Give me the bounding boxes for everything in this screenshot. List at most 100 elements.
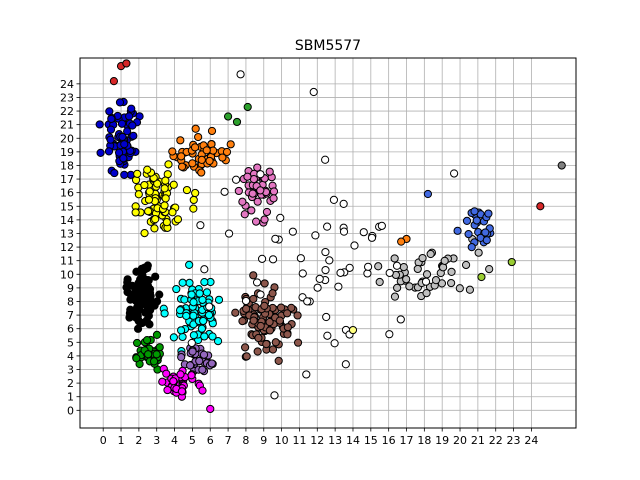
scatter-point: [120, 170, 129, 180]
scatter-point: [142, 316, 151, 325]
scatter-point: [123, 287, 132, 297]
scatter-point: [114, 148, 124, 157]
x-tick-label: 23: [507, 434, 521, 447]
scatter-point: [339, 227, 349, 236]
scatter-point: [247, 206, 256, 215]
scatter-point: [205, 302, 214, 311]
scatter-point: [134, 190, 143, 199]
scatter-point: [474, 248, 483, 257]
scatter-point: [241, 296, 251, 306]
scatter-point: [195, 289, 204, 298]
scatter-point: [152, 297, 162, 306]
scatter-point: [413, 264, 422, 274]
scatter-point: [268, 255, 278, 264]
scatter-point: [323, 331, 332, 340]
scatter-point: [283, 309, 292, 318]
y-tick-label: 4: [67, 350, 74, 363]
scatter-point: [145, 285, 155, 294]
scatter-point: [256, 290, 265, 299]
scatter-point: [151, 215, 160, 224]
scatter-point: [190, 143, 200, 152]
scatter-point: [191, 124, 200, 133]
scatter-point: [120, 140, 129, 149]
scatter-point: [185, 278, 194, 287]
scatter-point: [155, 290, 164, 299]
scatter-point: [421, 277, 431, 286]
scatter-point: [336, 268, 345, 277]
scatter-point: [232, 117, 242, 127]
scatter-point: [162, 218, 171, 227]
scatter-point: [226, 140, 235, 149]
scatter-point: [162, 369, 171, 378]
scatter-point: [470, 207, 479, 216]
scatter-point: [143, 336, 152, 345]
scatter-point: [200, 265, 209, 274]
x-tick-label: 4: [171, 434, 178, 447]
scatter-point: [214, 295, 224, 304]
scatter-point: [329, 195, 339, 204]
x-axis-ticks: 0 1 2 3 4 5 6 7 8 9 10 11 12 13 14 15 16 17 18 19 20 21 22 23 24: [100, 428, 538, 447]
scatter-point: [127, 104, 136, 113]
scatter-point: [204, 311, 214, 320]
scatter-point: [249, 316, 258, 325]
scatter-point: [462, 216, 472, 226]
plot-frame: [79, 57, 577, 429]
scatter-point: [187, 338, 196, 348]
scatter-point: [96, 148, 105, 157]
scatter-point: [132, 267, 141, 276]
scatter-point: [405, 282, 414, 291]
scatter-point: [176, 136, 185, 145]
y-tick-label: 6: [67, 323, 74, 336]
scatter-point: [397, 237, 406, 246]
y-tick-label: 7: [67, 309, 74, 322]
scatter-point: [234, 186, 243, 196]
scatter-point: [253, 347, 262, 356]
scatter-point: [140, 297, 150, 306]
scatter-point: [240, 210, 249, 219]
scatter-point: [422, 270, 432, 279]
x-tick-label: 1: [118, 434, 125, 447]
scatter-point: [309, 87, 318, 97]
scatter-point: [447, 267, 456, 276]
scatter-point: [195, 356, 204, 366]
scatter-point: [363, 262, 373, 271]
scatter-point: [341, 360, 350, 369]
scatter-point: [465, 285, 475, 294]
scatter-point: [422, 288, 431, 298]
scatter-point: [367, 233, 377, 242]
scatter-point: [199, 350, 209, 359]
scatter-point: [536, 202, 545, 211]
scatter-point: [140, 180, 149, 190]
x-tick-label: 15: [364, 434, 378, 447]
scatter-point: [132, 308, 142, 317]
scatter-point: [243, 172, 252, 181]
scatter-point: [238, 197, 247, 206]
scatter-point: [152, 350, 161, 359]
x-tick-label: 7: [225, 434, 232, 447]
y-tick-label: 1: [67, 391, 74, 404]
scatter-point: [248, 189, 257, 198]
scatter-point: [242, 352, 251, 361]
scatter-point: [95, 120, 104, 129]
scatter-point: [265, 317, 274, 327]
scatter-point: [447, 278, 456, 288]
scatter-point: [252, 278, 262, 287]
scatter-point: [298, 269, 307, 278]
y-tick-label: 9: [67, 282, 74, 295]
scatter-point: [131, 296, 140, 305]
scatter-point: [189, 195, 198, 205]
scatter-point: [182, 185, 192, 195]
scatter-point: [271, 338, 280, 347]
scatter-point: [330, 339, 339, 348]
scatter-point: [126, 305, 135, 314]
scatter-point: [188, 159, 197, 168]
y-tick-label: 21: [60, 119, 74, 132]
scatter-point: [265, 167, 274, 176]
x-tick-label: 3: [153, 434, 160, 447]
scatter-point: [440, 256, 449, 265]
scatter-point: [202, 146, 211, 155]
scatter-point: [313, 283, 322, 292]
scatter-point: [194, 132, 203, 142]
scatter-point: [482, 236, 491, 245]
